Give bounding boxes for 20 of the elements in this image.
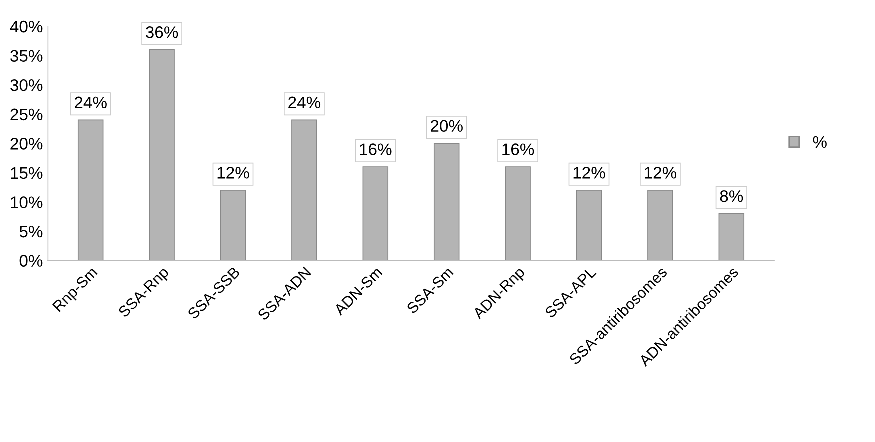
text: 36%	[146, 26, 178, 38]
text: 16%	[360, 144, 392, 156]
text: 24%	[288, 96, 321, 109]
y-tick-label: 30%	[10, 79, 43, 92]
y-tick-label: 10%	[11, 196, 43, 208]
y-tick-label: 40%	[10, 20, 43, 33]
text: 12%	[645, 167, 677, 179]
text: 24%	[75, 96, 107, 109]
y-tick-label: 35%	[10, 50, 43, 62]
y-tick-label: 25%	[10, 108, 43, 121]
text: 12%	[218, 167, 250, 179]
y-tick-label: 20%	[10, 138, 43, 150]
y-tick-label: 15%	[11, 167, 43, 180]
y-tick-label: 0%	[20, 255, 43, 267]
text: 16%	[502, 144, 534, 156]
text: 12%	[574, 167, 606, 179]
text: 8%	[720, 190, 744, 202]
y-tick-label: 5%	[20, 226, 43, 238]
text: 20%	[431, 120, 463, 132]
legend-label: %	[813, 136, 827, 148]
